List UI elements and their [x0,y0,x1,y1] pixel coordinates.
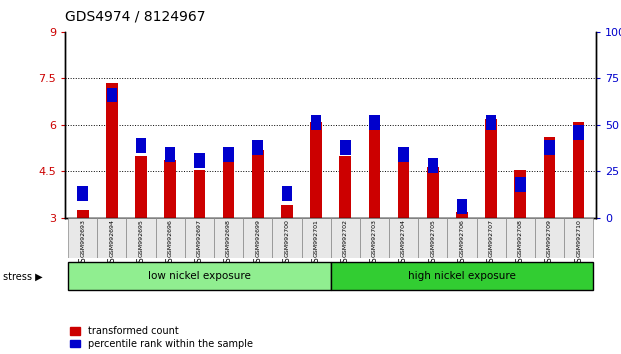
Bar [456,199,467,214]
Bar [252,149,263,218]
FancyBboxPatch shape [330,262,593,290]
FancyBboxPatch shape [127,218,156,258]
Bar [427,167,438,218]
Bar [224,147,234,162]
Bar [107,88,117,103]
FancyBboxPatch shape [68,262,330,290]
Text: GSM992699: GSM992699 [255,219,260,257]
Text: GSM992705: GSM992705 [430,219,435,257]
Bar [165,160,176,218]
Text: stress ▶: stress ▶ [3,272,43,282]
Text: GSM992698: GSM992698 [226,219,231,257]
Text: GSM992693: GSM992693 [80,219,85,257]
Bar [340,139,350,154]
Bar [135,156,147,218]
Text: GSM992695: GSM992695 [138,219,143,257]
Text: GSM992700: GSM992700 [284,219,289,257]
Bar [194,170,205,218]
Text: GSM992708: GSM992708 [518,219,523,257]
FancyBboxPatch shape [418,218,447,258]
FancyBboxPatch shape [360,218,389,258]
Bar [427,158,438,173]
FancyBboxPatch shape [476,218,505,258]
Text: GSM992701: GSM992701 [314,219,319,257]
Bar [514,170,526,218]
Bar [78,186,88,201]
Bar [223,153,234,218]
FancyBboxPatch shape [68,218,97,258]
Text: GSM992709: GSM992709 [547,219,552,257]
Text: GSM992706: GSM992706 [460,219,465,257]
Bar [456,212,468,218]
Bar [77,210,89,218]
Bar [136,138,147,153]
Text: GSM992710: GSM992710 [576,219,581,257]
FancyBboxPatch shape [214,218,243,258]
Bar [543,137,555,218]
Text: GSM992704: GSM992704 [401,219,406,257]
Bar [398,147,409,162]
Bar [281,205,292,218]
Bar [310,122,322,218]
Text: GSM992696: GSM992696 [168,219,173,257]
FancyBboxPatch shape [505,218,535,258]
Bar [515,177,525,192]
Bar [398,162,409,218]
Bar [165,147,176,162]
Text: GSM992694: GSM992694 [109,219,114,257]
Text: GSM992697: GSM992697 [197,219,202,257]
Bar [573,125,584,140]
Bar [282,186,292,201]
Legend: transformed count, percentile rank within the sample: transformed count, percentile rank withi… [70,326,253,349]
FancyBboxPatch shape [302,218,330,258]
FancyBboxPatch shape [535,218,564,258]
FancyBboxPatch shape [185,218,214,258]
Bar [573,122,584,218]
Text: low nickel exposure: low nickel exposure [148,271,251,281]
Bar [253,139,263,154]
Text: GSM992703: GSM992703 [372,219,377,257]
Bar [340,156,351,218]
Bar [486,115,496,130]
Bar [544,139,555,154]
Text: high nickel exposure: high nickel exposure [408,271,516,281]
Bar [194,153,205,167]
FancyBboxPatch shape [273,218,302,258]
Text: GSM992702: GSM992702 [343,219,348,257]
FancyBboxPatch shape [330,218,360,258]
FancyBboxPatch shape [447,218,476,258]
FancyBboxPatch shape [156,218,185,258]
Bar [369,115,379,130]
FancyBboxPatch shape [243,218,273,258]
Bar [369,115,380,218]
Bar [311,115,321,130]
Bar [485,119,497,218]
FancyBboxPatch shape [389,218,418,258]
Text: GSM992707: GSM992707 [489,219,494,257]
Bar [106,83,118,218]
FancyBboxPatch shape [564,218,593,258]
FancyBboxPatch shape [97,218,127,258]
Text: GDS4974 / 8124967: GDS4974 / 8124967 [65,9,206,23]
